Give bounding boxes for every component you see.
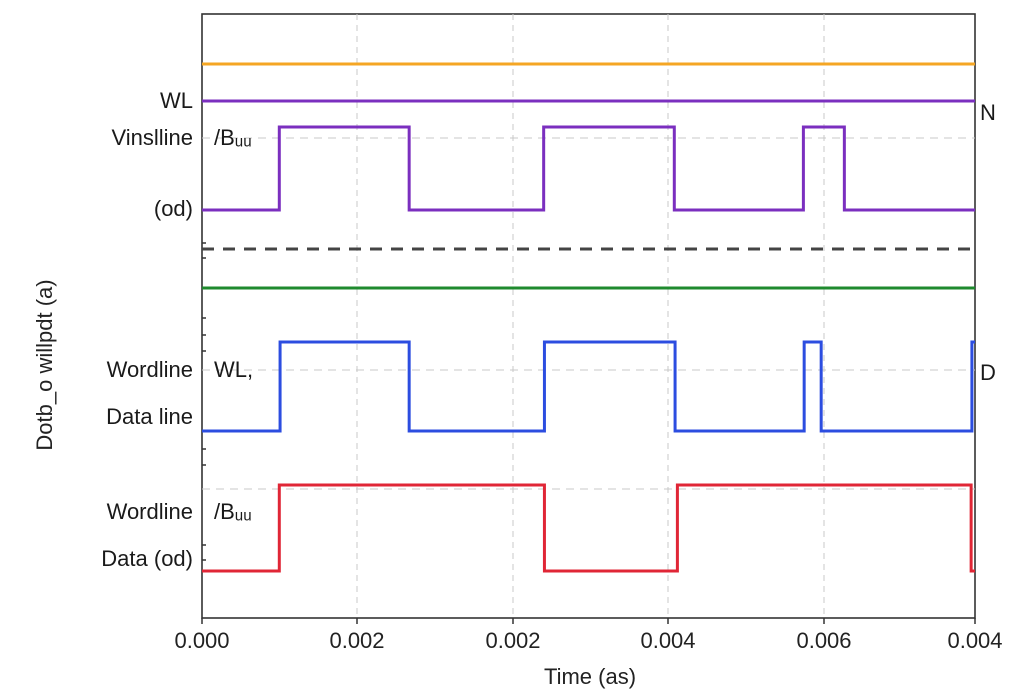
signal-label-wordline-2: Wordline [107,499,193,524]
signal-trace-6 [202,340,975,433]
x-tick-label: 0.004 [640,628,695,653]
inner-label-wl: WL, [214,357,253,382]
signal-label-vinslline: Vinslline [111,125,193,150]
inner-label-bu-1: /Bᵤᵤ [214,125,252,150]
signal-trace-7 [202,483,975,573]
vertical-gridlines [356,14,825,618]
x-tick-label: 0.004 [947,628,1002,653]
right-label-n: N [980,100,996,125]
inner-label-bu-2: /Bᵤᵤ [214,499,252,524]
signal-trace-3 [202,125,975,212]
signal-label-data-line: Data line [106,404,193,429]
x-axis-ticks: 0.000 0.002 0.002 0.004 0.006 0.004 [174,618,1003,653]
x-tick-label: 0.006 [796,628,851,653]
signal-traces [202,62,975,573]
x-tick-label: 0.002 [485,628,540,653]
x-axis-title: Time (as) [544,664,636,689]
right-label-d: D [980,360,996,385]
plot-frame [201,13,976,619]
x-tick-label: 0.002 [329,628,384,653]
signal-label-wl: WL [160,88,193,113]
y-axis-title: Dotb_o willpdt (a) [32,279,57,450]
signal-label-od: (od) [154,196,193,221]
horizontal-reference-lines [202,137,975,490]
x-tick-label: 0.000 [174,628,229,653]
signal-label-data-od: Data (od) [101,546,193,571]
signal-label-wordline-1: Wordline [107,357,193,382]
